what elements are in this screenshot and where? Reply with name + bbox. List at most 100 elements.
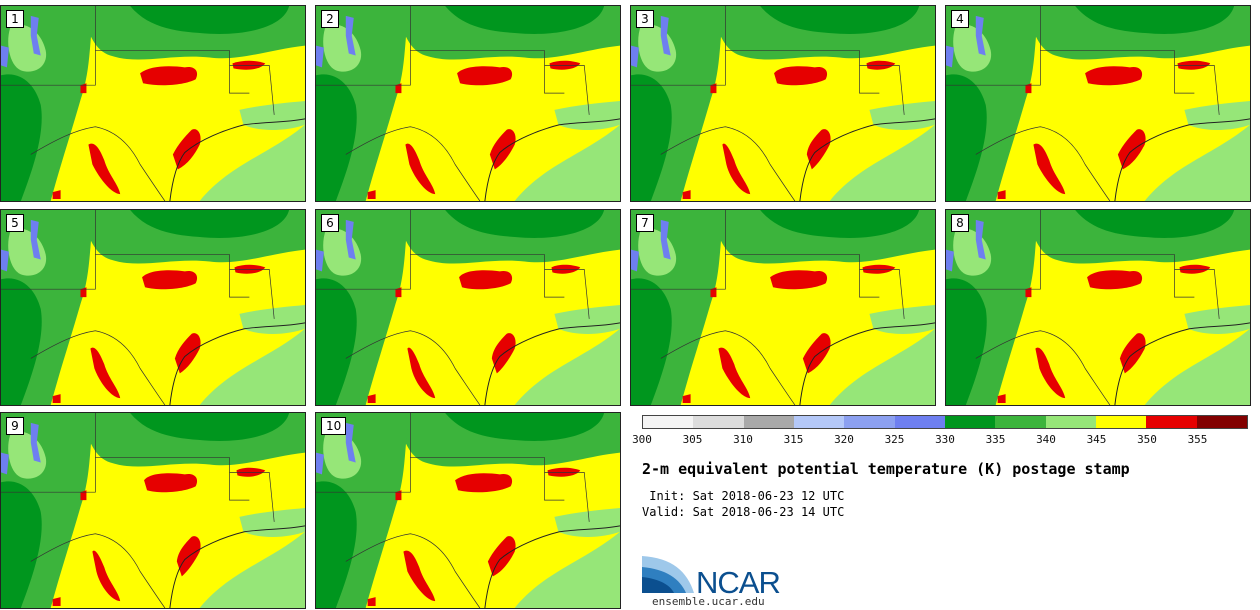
border-line (725, 254, 880, 298)
coastline (169, 118, 305, 201)
red-region-southwest (1035, 347, 1066, 399)
border-line (946, 210, 1041, 290)
red-region-south (1119, 333, 1146, 374)
red-region-spot (997, 190, 1006, 200)
colorbar-swatch (743, 416, 794, 428)
colorbar-swatch (693, 416, 744, 428)
red-region-spot (997, 394, 1006, 404)
dark-green-region-west (1, 74, 42, 201)
colorbar-swatch (944, 416, 996, 428)
border-line (1, 6, 96, 86)
blue-region (631, 45, 639, 68)
red-region-spot (395, 83, 402, 94)
colorbar-swatch (995, 416, 1046, 428)
red-region-south (174, 333, 201, 374)
border-line (229, 269, 275, 319)
border-line (660, 126, 796, 201)
red-region-spot (1025, 83, 1032, 94)
init-time: Init: Sat 2018-06-23 12 UTC (642, 489, 845, 503)
border-line (1040, 50, 1195, 94)
blue-region (316, 45, 324, 68)
panel-number: 10 (321, 417, 347, 435)
dark-green-region-north (445, 6, 605, 34)
light-green-region-east (554, 101, 620, 131)
border-line (544, 65, 590, 115)
panel-9: 9 (0, 412, 306, 609)
red-region-spot (52, 190, 61, 200)
red-region-spot (80, 83, 87, 94)
coastline (799, 322, 935, 405)
light-green-region-east (869, 101, 935, 131)
border-line (859, 269, 905, 319)
red-region-southwest (722, 143, 751, 195)
blue-region (660, 15, 671, 56)
light-green-region-east (554, 508, 620, 538)
panel-number: 1 (6, 10, 24, 28)
dark-green-region-north (445, 210, 605, 238)
red-region-spot (1025, 287, 1032, 298)
panel-7: 7 (630, 209, 936, 406)
light-green-region-east (829, 124, 935, 201)
light-green-region-east (869, 305, 935, 335)
map-field (631, 210, 935, 405)
light-green-region-east (514, 531, 620, 608)
blue-region (1, 45, 9, 68)
chart-title: 2-m equivalent potential temperature (K)… (642, 460, 1130, 478)
map-field (946, 210, 1250, 405)
dark-green-region-west (946, 278, 987, 405)
border-line (1174, 65, 1220, 115)
panel-number: 3 (636, 10, 654, 28)
map-field (316, 6, 620, 201)
border-line (725, 50, 880, 94)
colorbar-tick-label: 305 (682, 433, 703, 446)
colorbar-tick-label: 335 (985, 433, 1006, 446)
coastline (1114, 118, 1250, 201)
panel-number: 5 (6, 214, 24, 232)
border-line (410, 457, 565, 501)
colorbar (642, 415, 1248, 429)
light-green-region-east (199, 531, 305, 608)
dark-green-region-west (946, 74, 987, 201)
panel-8: 8 (945, 209, 1251, 406)
panel-number: 6 (321, 214, 339, 232)
coastline (169, 322, 305, 405)
border-line (1174, 269, 1220, 319)
dark-green-region-north (1075, 210, 1235, 238)
border-line (95, 457, 250, 501)
blue-region (1, 452, 9, 475)
red-region-north (455, 473, 513, 493)
red-region-southwest (403, 550, 436, 602)
panel-2: 2 (315, 5, 621, 202)
panel-number: 7 (636, 214, 654, 232)
logo-text: NCAR (696, 565, 780, 600)
red-region-south (489, 129, 516, 170)
light-green-region-east (199, 124, 305, 201)
border-line (1, 413, 96, 493)
blue-region (1, 249, 9, 272)
blue-region (316, 249, 324, 272)
panel-10: 10 (315, 412, 621, 609)
red-region-north (774, 66, 828, 86)
colorbar-swatch (844, 416, 895, 428)
border-line (1040, 254, 1195, 298)
map-field (316, 210, 620, 405)
light-green-region-east (554, 305, 620, 335)
red-region-southwest (88, 143, 121, 195)
red-region-spot (52, 597, 61, 607)
panel-1: 1 (0, 5, 306, 202)
border-line (95, 254, 250, 298)
colorbar-swatch (793, 416, 845, 428)
border-line (30, 330, 166, 405)
border-line (631, 6, 726, 86)
colorbar-tick-label: 340 (1036, 433, 1056, 446)
red-region-south (1117, 129, 1146, 170)
dark-green-region-west (631, 74, 672, 201)
coastline (484, 118, 620, 201)
red-region-south (487, 536, 516, 577)
blue-region (975, 219, 986, 260)
red-region-spot (80, 490, 87, 501)
border-line (660, 330, 796, 405)
border-line (1, 210, 96, 290)
coastline (1114, 322, 1250, 405)
dark-green-region-north (130, 413, 290, 441)
